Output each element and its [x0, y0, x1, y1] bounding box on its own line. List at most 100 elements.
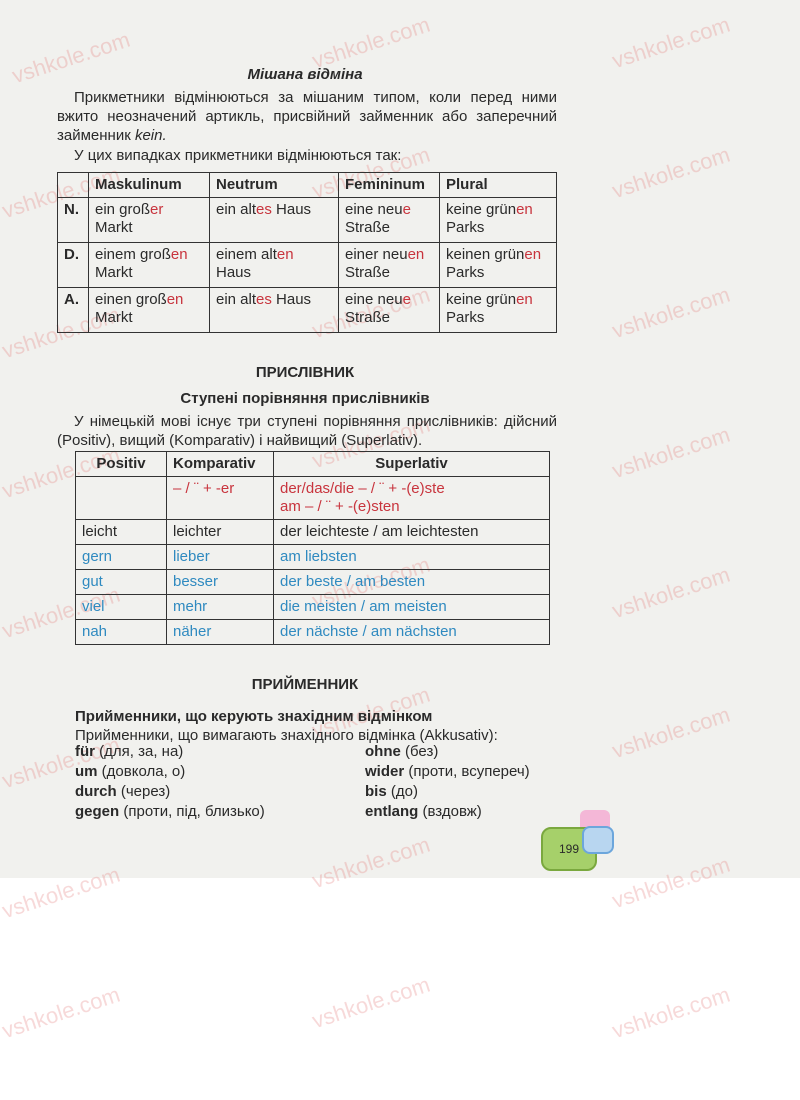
table-row: nah näher der nächste / am nächsten — [75, 619, 550, 645]
declension-cell: einem großen Markt — [88, 242, 210, 288]
noun: Markt — [95, 264, 133, 281]
cell-positiv: nah — [75, 619, 167, 645]
header-superlativ: Superlativ — [273, 451, 550, 477]
cell-komparativ: besser — [166, 569, 274, 595]
cell-positiv: viel — [75, 594, 167, 620]
noun: Straße — [345, 219, 391, 236]
header-positiv: Positiv — [75, 451, 167, 477]
column-header: Maskulinum — [88, 172, 210, 198]
cell-superlativ: der beste / am besten — [273, 569, 550, 595]
cell-superlativ: der nächste / am nächsten — [273, 619, 550, 645]
page-tab-blue — [582, 826, 614, 854]
cell-superlativ: am liebsten — [273, 544, 550, 570]
word-stem: einer neu — [345, 246, 408, 263]
table-row: gern lieber am liebsten — [75, 544, 550, 570]
preposition-word: bis — [365, 783, 387, 800]
case-label: A. — [57, 287, 89, 333]
declension-cell: ein großer Markt — [88, 197, 210, 243]
preposition-intro: Прийменники, що вимагають знахідного від… — [75, 727, 498, 744]
preposition-word: für — [75, 743, 95, 760]
column-header: Plural — [439, 172, 557, 198]
word-ending: e — [402, 201, 411, 218]
cell-positiv: gut — [75, 569, 167, 595]
word-ending: er — [150, 201, 164, 218]
word-stem: ein alt — [216, 291, 257, 308]
word-stem: keinen grün — [446, 246, 525, 263]
watermark: vshkole.com — [308, 971, 433, 1034]
preposition-item: wider (проти, всупереч) — [365, 763, 530, 780]
case-label: D. — [57, 242, 89, 288]
adverb-comparison-table: Positiv Komparativ Superlativ – / ¨ + -e… — [75, 451, 550, 645]
word-ending: e — [402, 291, 411, 308]
word-ending: en — [516, 291, 533, 308]
section-title-preposition: ПРИЙМЕННИК — [251, 676, 359, 693]
header-komparativ: Komparativ — [166, 451, 274, 477]
word-ending: en — [170, 246, 188, 263]
preposition-meaning: (без) — [400, 743, 439, 760]
table-row: A. einen großen Markt ein altes Haus eine n… — [57, 287, 557, 333]
cell-superlativ: der leichteste / am leichtesten — [273, 519, 550, 545]
cell-superlativ: die meisten / am meisten — [273, 594, 550, 620]
word-ending: es — [256, 201, 272, 218]
preposition-meaning: (вздовж) — [418, 803, 482, 820]
preposition-subtitle: Прийменники, що керують знахідним відмін… — [75, 708, 433, 725]
preposition-item: ohne (без) — [365, 743, 438, 760]
preposition-meaning: (до) — [386, 783, 418, 800]
word-ending: en — [166, 291, 184, 308]
column-header: Femininum — [338, 172, 440, 198]
declension-cell: ein altes Haus — [209, 197, 339, 243]
cell-komparativ: leichter — [166, 519, 274, 545]
cell-positiv: leicht — [75, 519, 167, 545]
table-row: leicht leichter der leichteste / am leicht… — [75, 519, 550, 545]
declension-cell: ein altes Haus — [209, 287, 339, 333]
word-stem: einen groß — [95, 291, 167, 308]
preposition-meaning: (через) — [116, 783, 171, 800]
word-ending: en — [407, 246, 425, 263]
word-stem: keine grün — [446, 201, 517, 218]
noun: Haus — [216, 264, 252, 281]
preposition-item: durch (через) — [75, 783, 170, 800]
table-row: N. ein großer Markt ein altes Haus eine neu… — [57, 197, 557, 243]
declension-cell: keine grünen Parks — [439, 287, 557, 333]
preposition-item: entlang (вздовж) — [365, 803, 482, 820]
word-stem: ein groß — [95, 201, 151, 218]
declension-cell: einen großen Markt — [88, 287, 210, 333]
preposition-word: durch — [75, 783, 117, 800]
declension-cell: einer neuen Straße — [338, 242, 440, 288]
preposition-item: um (довкола, о) — [75, 763, 185, 780]
preposition-item: für (для, за, на) — [75, 743, 183, 760]
noun: Markt — [95, 219, 133, 236]
preposition-word: ohne — [365, 743, 401, 760]
word-stem: keine grün — [446, 291, 517, 308]
adverb-subtitle: Ступені порівняння прислівників — [180, 390, 430, 407]
section-title-adverb: ПРИСЛІВНИК — [255, 364, 355, 381]
declension-cell: keine grünen Parks — [439, 197, 557, 243]
adverb-paragraph: У німецькій мові існує три ступені порів… — [57, 413, 557, 449]
table-row: D. einem großen Markt einem alten Haus eine… — [57, 242, 557, 288]
column-header — [57, 172, 89, 198]
formula-superlativ-line: am – / ¨ + -(e)sten — [280, 498, 400, 515]
table-row: viel mehr die meisten / am meisten — [75, 594, 550, 620]
noun: Parks — [446, 264, 485, 281]
formula-superlativ-line: der/das/die – / ¨ + -(e)ste — [280, 480, 445, 497]
column-header: Neutrum — [209, 172, 339, 198]
declension-cell: eine neue Straße — [338, 287, 440, 333]
preposition-item: bis (до) — [365, 783, 418, 800]
declension-cell: keinen grünen Parks — [439, 242, 557, 288]
preposition-word: gegen — [75, 803, 120, 820]
preposition-item: gegen (проти, під, близько) — [75, 803, 265, 820]
word-ending: en — [276, 246, 294, 263]
preposition-meaning: (проти, всупереч) — [404, 763, 530, 780]
section-title-mixed: Мішана відміна — [247, 66, 363, 83]
watermark: vshkole.com — [0, 981, 123, 1044]
declension-cell: einem alten Haus — [209, 242, 339, 288]
watermark: vshkole.com — [608, 981, 733, 1044]
paragraph-text: Прикметники відмінюються за мішаним типо… — [57, 89, 557, 144]
case-label: N. — [57, 197, 89, 243]
table-row: gut besser der beste / am besten — [75, 569, 550, 595]
cell-positiv: gern — [75, 544, 167, 570]
scanned-page — [0, 0, 800, 878]
word-stem: ein alt — [216, 201, 257, 218]
noun: Parks — [446, 219, 485, 236]
declension-cell: eine neue Straße — [338, 197, 440, 243]
